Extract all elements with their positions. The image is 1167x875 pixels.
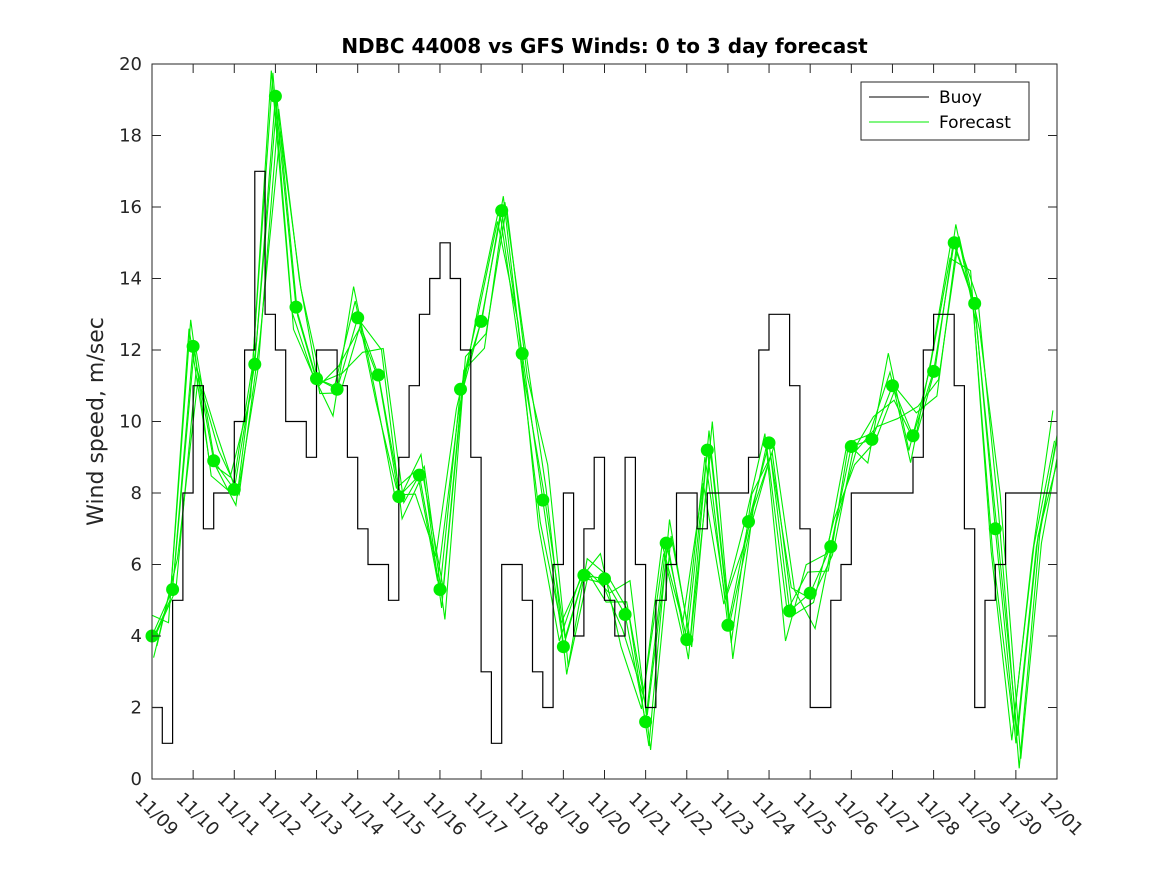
y-axis: 0 2 4 6 8 10 12 14 16 18 20 — [119, 54, 1057, 790]
forecast-marker — [680, 633, 694, 647]
forecast-marker — [454, 382, 467, 396]
forecast-line — [153, 99, 1058, 736]
forecast-marker — [186, 339, 200, 353]
buoy-line — [152, 170, 1057, 744]
y-tick-label: 18 — [119, 126, 142, 147]
forecast-marker — [536, 493, 550, 507]
forecast-marker — [351, 311, 365, 325]
y-tick-label: 10 — [119, 412, 142, 433]
forecast-marker — [783, 604, 797, 618]
legend-box — [860, 81, 1030, 141]
forecast-marker — [947, 236, 961, 250]
forecast-line — [151, 70, 1054, 741]
forecast-marker — [906, 429, 920, 443]
legend-label-buoy: Buoy — [939, 88, 982, 108]
y-axis-label: Wind speed, m/sec — [84, 317, 109, 526]
y-tick-label: 6 — [131, 555, 142, 576]
forecast-marker — [289, 300, 303, 314]
forecast-marker — [268, 89, 282, 103]
y-tick-label: 4 — [131, 626, 142, 647]
forecast-marker — [515, 347, 529, 361]
forecast-marker — [392, 490, 406, 504]
forecast-marker — [844, 440, 858, 453]
forecast-marker — [968, 297, 982, 310]
legend: Buoy Forecast — [860, 81, 1030, 141]
forecast-marker — [330, 382, 344, 396]
forecast-marker — [742, 515, 755, 529]
y-tick-label: 8 — [131, 483, 142, 504]
y-tick-label: 12 — [119, 340, 142, 361]
legend-label-forecast: Forecast — [939, 113, 1011, 133]
forecast-marker — [598, 572, 611, 586]
forecast-marker — [721, 618, 735, 632]
forecast-marker — [166, 583, 180, 596]
forecast-marker — [659, 536, 673, 550]
y-tick-label: 20 — [119, 54, 142, 75]
forecast-marker — [248, 357, 262, 371]
buoy-series — [152, 170, 1057, 744]
forecast-marker — [927, 364, 941, 378]
forecast-marker — [988, 522, 1002, 536]
y-tick-label: 14 — [119, 269, 142, 290]
forecast-marker — [412, 468, 426, 482]
forecast-marker — [865, 432, 879, 446]
forecast-markers — [145, 89, 1002, 729]
forecast-marker — [762, 436, 776, 450]
y-tick-label: 2 — [131, 698, 142, 719]
forecast-marker — [639, 715, 653, 729]
forecast-marker — [700, 443, 714, 457]
forecast-marker — [433, 583, 447, 596]
forecast-marker — [618, 608, 632, 621]
forecast-marker — [474, 314, 488, 328]
y-tick-label: 16 — [119, 197, 142, 218]
forecast-marker — [886, 379, 899, 393]
chart-title: NDBC 44008 vs GFS Winds: 0 to 3 day fore… — [341, 34, 868, 58]
forecast-marker — [495, 204, 509, 218]
forecast-marker — [803, 586, 817, 600]
y-tick-label: 0 — [131, 769, 142, 790]
forecast-marker — [824, 540, 838, 554]
forecast-marker — [577, 568, 591, 582]
forecast-marker — [207, 454, 221, 468]
forecast-marker — [371, 368, 385, 382]
forecast-marker — [556, 640, 570, 654]
forecast-marker — [227, 482, 241, 496]
forecast-marker — [310, 372, 323, 386]
